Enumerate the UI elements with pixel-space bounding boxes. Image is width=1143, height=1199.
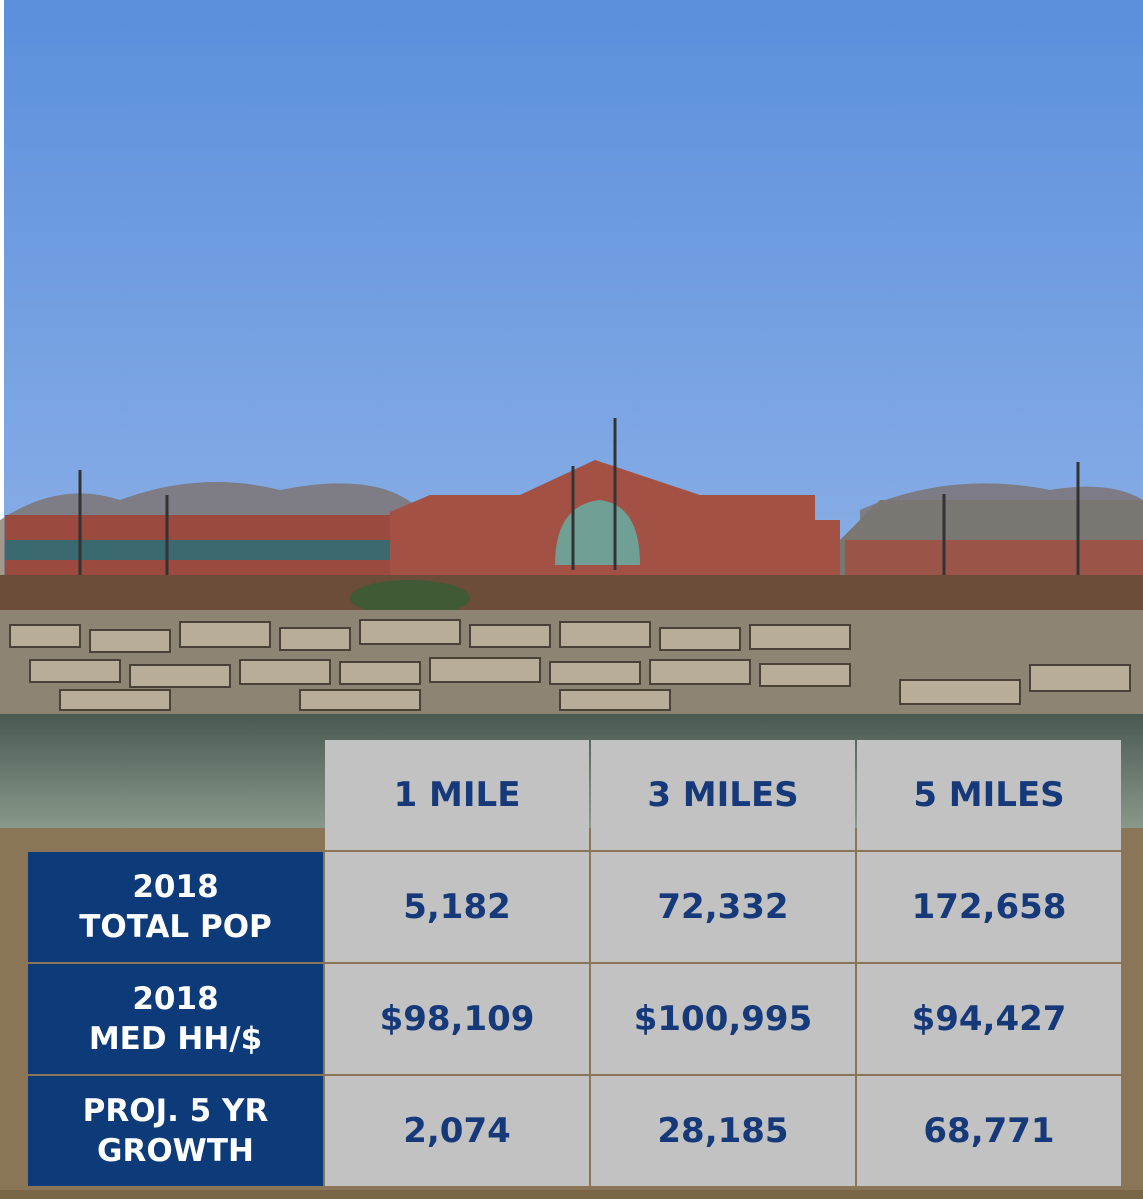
row-header-line: 2018: [132, 867, 218, 907]
cell-value: 28,185: [657, 1111, 788, 1151]
cell-value: $100,995: [634, 999, 813, 1039]
row-header-line: 2018: [132, 979, 218, 1019]
table-cell: $100,995: [591, 964, 855, 1074]
column-header-text: 3 MILES: [647, 775, 798, 815]
column-header: 1 MILE: [325, 740, 589, 850]
column-header: 3 MILES: [591, 740, 855, 850]
table-cell: $98,109: [325, 964, 589, 1074]
row-header-line: TOTAL POP: [79, 907, 272, 947]
row-header-line: PROJ. 5 YR: [83, 1091, 269, 1131]
cell-value: 172,658: [912, 887, 1067, 927]
cell-value: 5,182: [403, 887, 511, 927]
column-header-text: 5 MILES: [913, 775, 1064, 815]
cell-value: 2,074: [403, 1111, 511, 1151]
table-cell: 172,658: [857, 852, 1121, 962]
table-cell: 72,332: [591, 852, 855, 962]
cell-value: $98,109: [380, 999, 535, 1039]
row-header-line: MED HH/$: [89, 1019, 262, 1059]
table-cell: 5,182: [325, 852, 589, 962]
cell-value: 68,771: [923, 1111, 1054, 1151]
column-header: 5 MILES: [857, 740, 1121, 850]
cell-value: $94,427: [912, 999, 1067, 1039]
table-cell: 2,074: [325, 1076, 589, 1186]
table-cell: 28,185: [591, 1076, 855, 1186]
column-header-text: 1 MILE: [394, 775, 521, 815]
table-cell: $94,427: [857, 964, 1121, 1074]
table-cell: 68,771: [857, 1076, 1121, 1186]
page: 1 MILE3 MILES5 MILES2018TOTAL POP5,18272…: [0, 0, 1143, 1199]
cell-value: 72,332: [657, 887, 788, 927]
row-header-line: GROWTH: [97, 1131, 254, 1171]
